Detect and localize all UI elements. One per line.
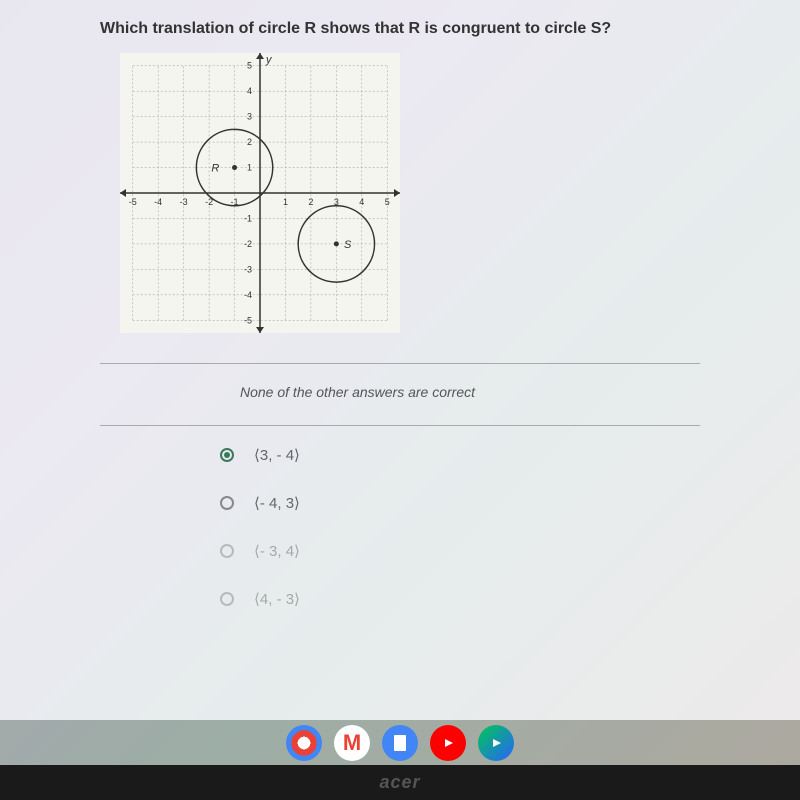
option-2[interactable]: ⟨- 3, 4⟩ (220, 542, 760, 560)
docs-icon[interactable] (382, 725, 418, 761)
svg-text:-3: -3 (244, 264, 252, 274)
brand-logo: acer (379, 772, 420, 793)
svg-text:-4: -4 (154, 197, 162, 207)
svg-text:-2: -2 (244, 239, 252, 249)
radio-button[interactable] (220, 496, 234, 510)
radio-button[interactable] (220, 592, 234, 606)
svg-text:4: 4 (247, 86, 252, 96)
option-label: ⟨4, - 3⟩ (254, 590, 300, 608)
option-1[interactable]: ⟨- 4, 3⟩ (220, 494, 760, 512)
divider (100, 425, 700, 426)
option-label: ⟨- 3, 4⟩ (254, 542, 300, 560)
svg-text:5: 5 (385, 197, 390, 207)
option-3[interactable]: ⟨4, - 3⟩ (220, 590, 760, 608)
chrome-icon[interactable] (286, 725, 322, 761)
svg-text:R: R (211, 163, 219, 175)
divider (100, 363, 700, 364)
svg-text:-1: -1 (244, 213, 252, 223)
play-icon[interactable] (478, 725, 514, 761)
svg-text:-5: -5 (129, 197, 137, 207)
coordinate-graph: xy-5-5-4-4-3-3-2-2-1-11122334455 RS (120, 53, 400, 333)
svg-text:-3: -3 (180, 197, 188, 207)
svg-text:4: 4 (359, 197, 364, 207)
youtube-icon[interactable] (430, 725, 466, 761)
svg-text:1: 1 (247, 163, 252, 173)
options-list: ⟨3, - 4⟩ ⟨- 4, 3⟩ ⟨- 3, 4⟩ ⟨4, - 3⟩ (220, 446, 760, 608)
svg-text:2: 2 (247, 137, 252, 147)
svg-text:2: 2 (308, 197, 313, 207)
graph-container: xy-5-5-4-4-3-3-2-2-1-11122334455 RS (120, 53, 760, 333)
svg-text:3: 3 (247, 112, 252, 122)
gmail-icon[interactable]: M (334, 725, 370, 761)
svg-text:S: S (344, 239, 352, 251)
option-0[interactable]: ⟨3, - 4⟩ (220, 446, 760, 464)
question-text: Which translation of circle R shows that… (100, 20, 760, 38)
option-label: ⟨3, - 4⟩ (254, 446, 300, 464)
svg-text:-5: -5 (244, 315, 252, 325)
svg-text:-4: -4 (244, 290, 252, 300)
radio-button[interactable] (220, 448, 234, 462)
radio-button[interactable] (220, 544, 234, 558)
svg-text:1: 1 (283, 197, 288, 207)
laptop-bezel: acer (0, 765, 800, 800)
taskbar: M (0, 720, 800, 765)
option-label: ⟨- 4, 3⟩ (254, 494, 300, 512)
option-none[interactable]: None of the other answers are correct (240, 384, 760, 400)
svg-text:5: 5 (247, 61, 252, 71)
